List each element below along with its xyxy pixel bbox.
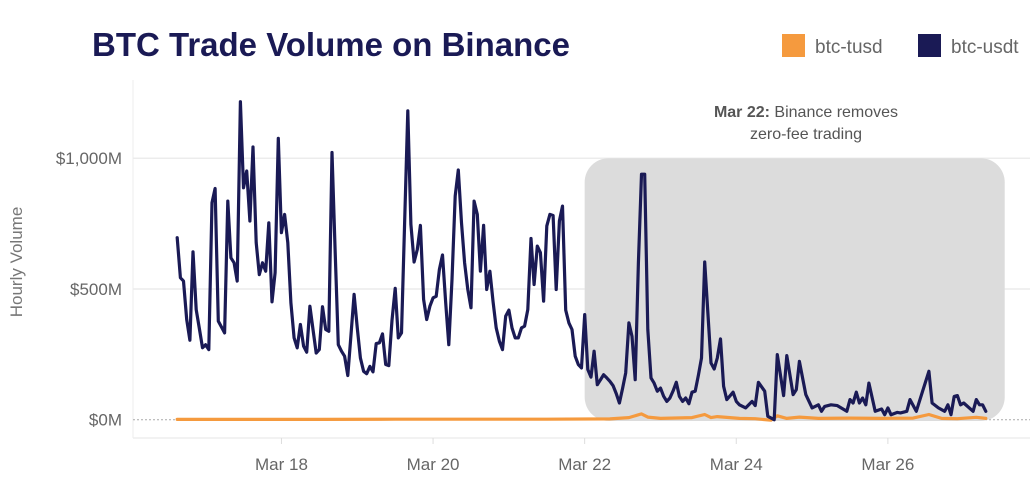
legend-swatch-btc-tusd [782,34,805,57]
x-tick-label: Mar 20 [407,455,460,474]
series-lines [175,100,988,422]
legend-label-btc-usdt: btc-usdt [951,37,1019,58]
legend-label-btc-tusd: btc-tusd [815,37,883,58]
legend: btc-tusd btc-usdt [782,34,1019,58]
chart-title: BTC Trade Volume on Binance [92,26,570,63]
x-tick-label: Mar 26 [861,455,914,474]
highlight-region [584,158,1005,422]
x-tick-label: Mar 22 [558,455,611,474]
legend-swatch-btc-usdt [918,34,941,57]
series-line-btc-tusd [175,412,988,422]
x-axis: Mar 18 Mar 20 Mar 22 Mar 24 Mar 26 [255,438,914,474]
annotation-line-1: Mar 22: Binance removes [714,104,898,121]
y-tick-label: $500M [70,280,122,299]
y-tick-label: $0M [89,411,122,430]
annotation: Mar 22: Binance removes zero-fee trading [714,104,898,143]
x-tick-label: Mar 24 [710,455,763,474]
y-axis-label: Hourly Volume [7,207,26,318]
x-tick-label: Mar 18 [255,455,308,474]
y-tick-label: $1,000M [56,149,122,168]
annotation-date: Mar 22: [714,104,770,121]
highlight-rect [584,158,1005,422]
annotation-line-2: zero-fee trading [750,126,862,143]
series-line-btc-usdt [175,100,988,422]
y-axis: $0M $500M $1,000M [56,149,122,429]
annotation-text-1: Binance removes [774,104,898,121]
